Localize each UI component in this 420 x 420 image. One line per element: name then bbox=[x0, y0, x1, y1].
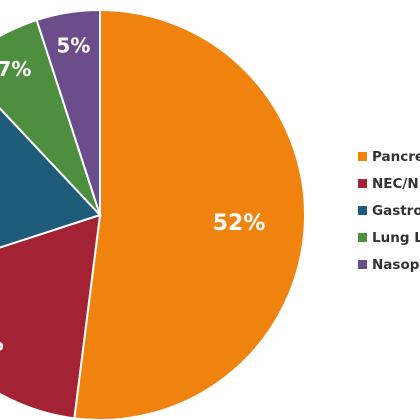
legend-swatch-2 bbox=[358, 179, 367, 188]
pie-slice-5 bbox=[35, 8, 101, 216]
slice-label-5: 5% bbox=[56, 33, 90, 57]
slice-labels: 52%% 7% 5% bbox=[0, 33, 265, 356]
legend-swatch-4 bbox=[358, 233, 367, 242]
slice-label-4: 7% bbox=[0, 57, 31, 81]
legend-label-2: NEC/N bbox=[372, 176, 419, 192]
pie-slice-3 bbox=[0, 107, 102, 249]
legend-label-4: Lung La bbox=[372, 230, 420, 246]
legend-label-1: Pancre bbox=[372, 149, 420, 165]
pie-slice-1 bbox=[73, 8, 306, 420]
slice-label-1: 52% bbox=[213, 211, 266, 236]
pie-slice-2 bbox=[0, 213, 102, 420]
legend-swatch-5 bbox=[358, 260, 367, 269]
legend-label-5: Nasopl bbox=[372, 257, 420, 273]
legend-swatch-3 bbox=[358, 206, 367, 215]
legend-label-3: Gastro bbox=[372, 203, 420, 219]
slice-label-2: % bbox=[0, 332, 4, 357]
legend: Pancre NEC/N Gastro Lung La Nasopl bbox=[358, 149, 420, 273]
pie-slices bbox=[0, 8, 306, 420]
legend-swatch-1 bbox=[358, 152, 367, 161]
